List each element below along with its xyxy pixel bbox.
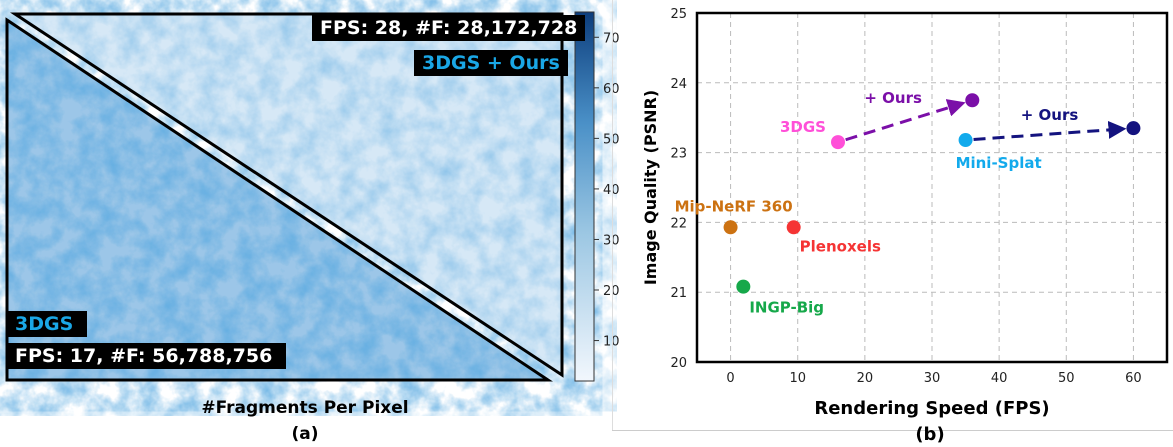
y-tick-label: 21 xyxy=(670,286,687,301)
arrow-label: + Ours xyxy=(1021,106,1079,124)
y-axis-label: Image Quality (PSNR) xyxy=(641,90,660,285)
data-point xyxy=(1126,121,1141,136)
colorbar-tick-label: 60 xyxy=(603,82,620,97)
plot-frame xyxy=(695,11,1169,364)
x-tick-label: 50 xyxy=(1058,371,1075,386)
panel-divider xyxy=(612,0,613,430)
panel-a-caption: #Fragments Per Pixel xyxy=(201,398,409,418)
3dgs-method-label: 3DGS xyxy=(7,311,88,337)
y-tick-label: 22 xyxy=(670,216,687,231)
data-point xyxy=(958,133,973,148)
ours-stats-label: FPS: 28, #F: 28,172,728 xyxy=(312,15,586,41)
x-tick-label: 20 xyxy=(857,371,874,386)
y-tick-label: 23 xyxy=(670,147,687,162)
point-label: Mip-NeRF 360 xyxy=(675,197,793,215)
x-tick-label: 60 xyxy=(1125,371,1142,386)
heatmap-3dgs-border xyxy=(5,17,553,382)
y-tick-label: 25 xyxy=(670,7,687,22)
data-point xyxy=(786,220,801,235)
colorbar-tick-label: 50 xyxy=(603,132,620,147)
data-point xyxy=(831,135,845,150)
3dgs-stats-label: FPS: 17, #F: 56,788,756 xyxy=(7,343,287,369)
improvement-arrow xyxy=(845,99,966,142)
data-point xyxy=(965,93,980,108)
x-tick-label: 0 xyxy=(726,371,734,386)
colorbar-tick-label: 40 xyxy=(603,183,620,198)
ours-method-label: 3DGS + Ours xyxy=(414,50,568,76)
x-tick-label: 10 xyxy=(789,371,806,386)
colorbar xyxy=(574,11,595,382)
data-point xyxy=(723,220,738,235)
colorbar-tick-label: 70 xyxy=(603,31,620,46)
point-label: 3DGS xyxy=(780,118,826,136)
x-tick-label: 40 xyxy=(991,371,1008,386)
colorbar-tick-label: 30 xyxy=(603,233,620,248)
panel-a-label: (a) xyxy=(291,424,319,444)
colorbar-ticks: 10 20 30 40 50 60 70 xyxy=(594,31,620,350)
y-tick-label: 24 xyxy=(670,77,687,92)
heatmap-ours-border xyxy=(10,12,564,378)
arrow-label: + Ours xyxy=(864,89,922,107)
panel-b-label: (b) xyxy=(915,424,945,445)
x-tick-label: 30 xyxy=(924,371,941,386)
point-label: Mini-Splat xyxy=(956,154,1042,172)
colorbar-tick-label: 10 xyxy=(603,335,620,350)
y-tick-label: 20 xyxy=(670,356,687,371)
fragment-heatmap: 10 20 30 40 50 60 70 xyxy=(5,11,620,382)
data-point xyxy=(736,279,751,294)
point-label: Plenoxels xyxy=(800,237,881,255)
improvement-arrow xyxy=(973,120,1127,141)
point-label: INGP-Big xyxy=(749,299,824,317)
x-axis-label: Rendering Speed (FPS) xyxy=(814,398,1049,419)
panel-b-rule xyxy=(612,430,1173,431)
colorbar-tick-label: 20 xyxy=(603,284,620,299)
